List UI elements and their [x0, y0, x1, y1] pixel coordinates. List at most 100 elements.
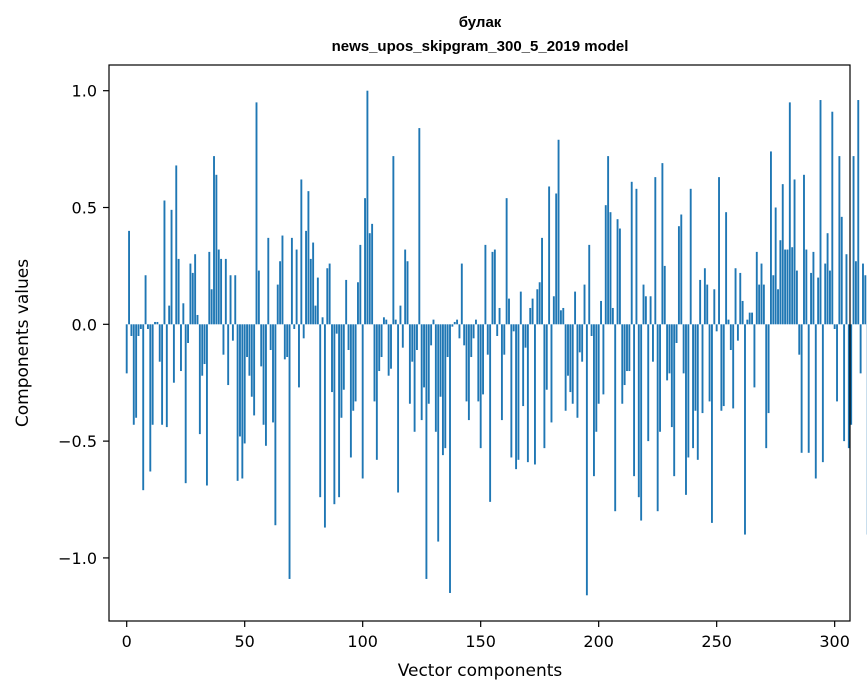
bar — [380, 324, 383, 358]
bar — [224, 258, 227, 325]
bar — [600, 300, 602, 325]
bar — [760, 263, 763, 325]
bar — [795, 270, 798, 325]
bar — [552, 296, 555, 325]
bar — [305, 230, 307, 325]
bar — [791, 247, 794, 325]
bar — [784, 249, 787, 325]
bar — [725, 212, 728, 325]
bar — [715, 324, 718, 332]
bar — [196, 314, 199, 325]
bar — [543, 324, 546, 449]
bar — [670, 324, 673, 428]
bar — [727, 319, 730, 325]
bar — [451, 324, 454, 327]
bar — [751, 312, 754, 325]
bar — [439, 324, 442, 397]
bar — [637, 324, 640, 498]
bar — [519, 291, 522, 325]
bar — [158, 324, 161, 362]
bar — [331, 324, 333, 393]
y-axis-ticks: −1.0 −0.5 0.0 0.5 1.0 — [58, 82, 109, 568]
bar — [732, 324, 735, 409]
bar — [368, 233, 371, 325]
bar — [373, 324, 376, 402]
x-tick-label: 150 — [465, 632, 496, 651]
bar — [694, 324, 697, 411]
bar — [316, 277, 319, 325]
bar — [746, 319, 749, 325]
bar — [477, 324, 480, 402]
bar — [526, 324, 529, 463]
bar — [597, 324, 600, 404]
bar — [191, 272, 194, 325]
bar — [744, 324, 746, 535]
bar — [239, 324, 241, 437]
bar — [772, 275, 775, 325]
bar — [711, 324, 713, 523]
bar — [649, 296, 652, 325]
bar — [680, 214, 683, 325]
bar — [819, 100, 822, 325]
bar — [165, 324, 168, 428]
bar — [706, 284, 709, 325]
bar — [640, 324, 643, 521]
bar — [569, 324, 572, 393]
bar — [739, 272, 742, 325]
bar — [361, 324, 364, 479]
x-axis-ticks: 0 50 100 150 200 250 300 — [122, 621, 850, 651]
bar — [626, 324, 628, 372]
bar — [236, 324, 239, 481]
bar — [434, 324, 437, 432]
bar — [217, 249, 220, 325]
bar — [604, 205, 607, 325]
bar — [172, 324, 175, 383]
bar — [663, 265, 666, 325]
bar — [701, 324, 704, 414]
chart-subtitle: news_upos_skipgram_300_5_2019 model — [332, 38, 629, 55]
bar — [342, 324, 345, 390]
bar — [857, 100, 860, 325]
y-tick-label: 1.0 — [72, 82, 97, 101]
bar — [642, 284, 645, 325]
bar — [840, 216, 843, 325]
bar — [352, 324, 355, 411]
bar — [590, 324, 593, 336]
bar — [616, 219, 619, 325]
bar — [215, 174, 218, 325]
bar — [156, 321, 159, 325]
bar — [298, 324, 300, 388]
bar — [482, 324, 484, 395]
bar — [628, 324, 631, 372]
y-axis-label: Components values — [13, 259, 33, 427]
bar — [798, 324, 801, 355]
bar — [729, 324, 732, 351]
x-tick-label: 0 — [122, 632, 132, 651]
bar — [583, 284, 586, 325]
bar — [585, 324, 588, 596]
bar — [257, 270, 260, 325]
bar — [295, 249, 298, 325]
bar — [312, 242, 315, 325]
bar — [269, 324, 272, 351]
bar — [862, 263, 864, 325]
bar — [465, 324, 468, 402]
bar — [864, 275, 867, 325]
bar — [430, 324, 433, 346]
bar — [812, 251, 815, 325]
bar — [463, 324, 466, 346]
bar — [286, 324, 289, 358]
bar — [666, 324, 669, 381]
bar — [130, 324, 133, 336]
bar — [132, 324, 135, 425]
bar — [399, 305, 402, 325]
bar — [333, 324, 336, 505]
bar — [765, 324, 768, 449]
bar — [814, 324, 817, 479]
bar — [517, 324, 520, 460]
bar — [444, 324, 447, 449]
bar — [382, 317, 385, 325]
bar — [850, 324, 853, 425]
bar — [571, 324, 574, 404]
bar — [349, 324, 352, 458]
